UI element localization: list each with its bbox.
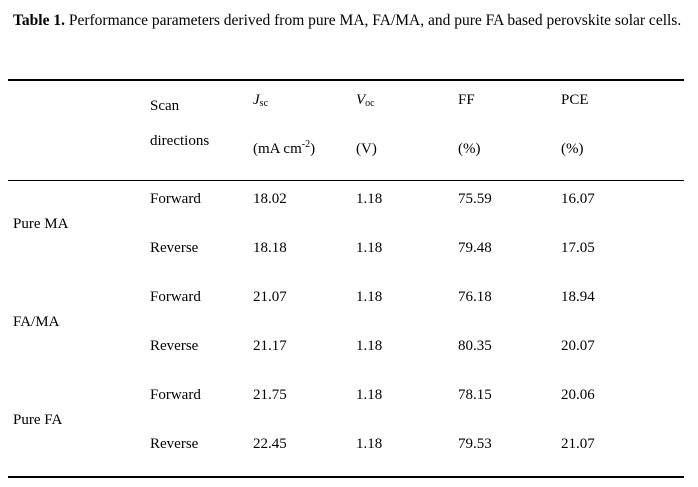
ff-value: 80.35: [458, 338, 492, 354]
jsc-unit-post: ): [310, 141, 316, 157]
jsc-subscript: sc: [259, 98, 269, 109]
ff-value: 75.59: [458, 191, 492, 207]
pce-value: 16.07: [561, 191, 595, 207]
group-label: Pure MA: [13, 216, 69, 232]
voc-subscript: oc: [365, 98, 375, 109]
voc-value: 1.18: [356, 240, 383, 256]
header-ff-unit: (%): [458, 141, 481, 157]
jsc-value: 21.75: [253, 387, 287, 403]
voc-symbol: V: [356, 92, 366, 108]
jsc-value: 21.07: [253, 289, 287, 305]
ff-value: 79.53: [458, 436, 492, 452]
header-scan-line2: directions: [150, 133, 210, 149]
voc-value: 1.18: [356, 338, 383, 354]
pce-value: 18.94: [561, 289, 595, 305]
jsc-unit-pre: (mA cm: [253, 141, 302, 157]
scan-direction: Reverse: [150, 338, 199, 354]
voc-value: 1.18: [356, 387, 383, 403]
pce-value: 20.06: [561, 387, 595, 403]
header-jsc: Jsc: [253, 91, 268, 109]
ff-value: 78.15: [458, 387, 492, 403]
header-ff: FF: [458, 92, 475, 108]
table-caption: Table 1. Performance parameters derived …: [13, 4, 683, 37]
scan-direction: Forward: [150, 387, 201, 403]
pce-value: 21.07: [561, 436, 595, 452]
header-jsc-unit: (mA cm-2): [253, 140, 315, 158]
jsc-value: 21.17: [253, 338, 287, 354]
jsc-value: 18.18: [253, 240, 287, 256]
header-voc-unit: (V): [356, 141, 377, 157]
caption-text: Performance parameters derived from pure…: [64, 12, 682, 29]
scan-direction: Forward: [150, 191, 201, 207]
scan-direction: Forward: [150, 289, 201, 305]
top-rule: [8, 79, 684, 81]
pce-value: 17.05: [561, 240, 595, 256]
jsc-value: 22.45: [253, 436, 287, 452]
ff-value: 76.18: [458, 289, 492, 305]
voc-value: 1.18: [356, 436, 383, 452]
jsc-symbol: J: [253, 92, 260, 108]
ff-value: 79.48: [458, 240, 492, 256]
scan-direction: Reverse: [150, 436, 199, 452]
header-rule: [8, 180, 684, 181]
pce-value: 20.07: [561, 338, 595, 354]
jsc-unit-sup: -2: [301, 139, 311, 150]
header-voc: Voc: [356, 91, 375, 109]
scan-direction: Reverse: [150, 240, 199, 256]
jsc-value: 18.02: [253, 191, 287, 207]
voc-value: 1.18: [356, 191, 383, 207]
header-pce: PCE: [561, 92, 589, 108]
header-pce-unit: (%): [561, 141, 584, 157]
bottom-rule: [8, 476, 684, 478]
group-label: Pure FA: [13, 412, 63, 428]
group-label: FA/MA: [13, 314, 60, 330]
header-scan-line1: Scan: [150, 98, 180, 114]
voc-value: 1.18: [356, 289, 383, 305]
caption-label: Table 1.: [13, 12, 65, 29]
